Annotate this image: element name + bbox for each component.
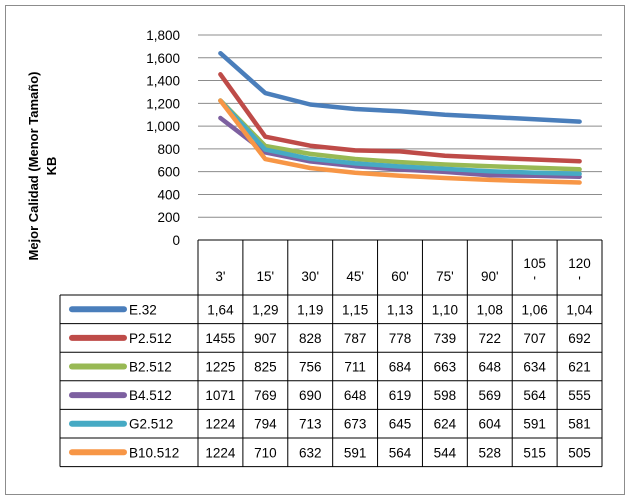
line-chart-with-data-table: 0 200 400 600 800 1,000 1,200 1,400 1,600 1,800 Me…	[26, 28, 603, 468]
table-cell-B4.512-6: 569	[479, 388, 502, 403]
table-cell-P2.512-3: 787	[344, 331, 367, 346]
y-tick-label-7: 1,400	[146, 74, 180, 89]
table-cell-B2.512-6: 648	[479, 360, 502, 375]
x-tick-label-4: 60'	[391, 269, 409, 284]
table-cell-G2.512-4: 645	[389, 417, 412, 432]
y-tick-label-3: 600	[157, 165, 180, 180]
table-cell-E.32-1: 1,29	[252, 302, 278, 317]
table-cell-P2.512-8: 692	[568, 331, 591, 346]
legend-label-B10.512: B10.512	[129, 445, 179, 460]
table-cell-E.32-7: 1,06	[522, 302, 548, 317]
table-cell-B4.512-7: 564	[523, 388, 546, 403]
legend-label-B4.512: B4.512	[129, 388, 172, 403]
table-cell-G2.512-5: 624	[434, 417, 457, 432]
y-tick-label-6: 1,200	[146, 96, 180, 111]
legend-label-E.32: E.32	[129, 302, 157, 317]
table-cell-B2.512-1: 825	[254, 360, 277, 375]
table-cell-B4.512-4: 619	[389, 388, 412, 403]
table-cell-B4.512-1: 769	[254, 388, 277, 403]
table-cell-B2.512-5: 663	[434, 360, 457, 375]
y-tick-label-2: 400	[157, 187, 180, 202]
table-cell-E.32-0: 1,64	[207, 302, 234, 317]
y-tick-label-4: 800	[157, 142, 180, 157]
y-axis-label-line-1: KB	[44, 157, 59, 176]
table-cell-B4.512-3: 648	[344, 388, 367, 403]
table-cell-B2.512-7: 634	[523, 360, 546, 375]
table-cell-B10.512-6: 528	[479, 445, 502, 460]
legend-label-B2.512: B2.512	[129, 360, 172, 375]
table-cell-P2.512-1: 907	[254, 331, 277, 346]
x-tick-label-2: 30'	[301, 269, 319, 284]
x-tick-label-8-a: 120	[568, 256, 591, 271]
y-tick-label-5: 1,000	[146, 119, 180, 134]
series-line-E.32	[218, 50, 582, 124]
series-line-P2.512	[218, 72, 582, 164]
table-cell-B10.512-4: 564	[389, 445, 412, 460]
legend-label-P2.512: P2.512	[129, 331, 172, 346]
x-tick-label-0: 3'	[215, 269, 225, 284]
table-cell-G2.512-6: 604	[479, 417, 502, 432]
table-cell-P2.512-7: 707	[523, 331, 546, 346]
table-cell-E.32-4: 1,13	[387, 302, 413, 317]
table-cell-B4.512-8: 555	[568, 388, 591, 403]
table-cell-B2.512-2: 756	[299, 360, 322, 375]
table-cell-E.32-2: 1,19	[297, 302, 323, 317]
table-cell-E.32-6: 1,08	[477, 302, 503, 317]
table-cell-B4.512-5: 598	[434, 388, 457, 403]
y-axis-label-line-0: Mejor Calidad (Menor Tamaño)	[26, 72, 41, 261]
table-cell-E.32-8: 1,04	[566, 302, 593, 317]
table-cell-B10.512-1: 710	[254, 445, 277, 460]
table-cell-G2.512-1: 794	[254, 417, 277, 432]
table-cell-G2.512-8: 581	[568, 417, 591, 432]
table-cell-P2.512-5: 739	[434, 331, 457, 346]
y-tick-label-8: 1,600	[146, 51, 180, 66]
series-line-B10.512	[218, 98, 582, 185]
table-cell-P2.512-4: 778	[389, 331, 412, 346]
series-line-B4.512	[218, 115, 582, 180]
series-line-G2.512	[218, 98, 582, 177]
table-cell-B2.512-8: 621	[568, 360, 591, 375]
table-cell-P2.512-2: 828	[299, 331, 322, 346]
legend-label-G2.512: G2.512	[129, 417, 173, 432]
table-cell-G2.512-0: 1224	[205, 417, 236, 432]
table-cell-B10.512-2: 632	[299, 445, 322, 460]
table-cell-B10.512-3: 591	[344, 445, 367, 460]
table-cell-G2.512-3: 673	[344, 417, 367, 432]
table-cell-B2.512-0: 1225	[205, 360, 235, 375]
table-cell-B2.512-4: 684	[389, 360, 412, 375]
table-cell-B4.512-2: 690	[299, 388, 322, 403]
table-cell-B10.512-0: 1224	[205, 445, 236, 460]
y-axis-label: Mejor Calidad (Menor Tamaño) KB	[26, 72, 59, 261]
x-tick-label-3: 45'	[346, 269, 364, 284]
table-cell-B10.512-8: 505	[568, 445, 591, 460]
table-cell-P2.512-6: 722	[479, 331, 502, 346]
y-tick-label-0: 0	[172, 233, 180, 248]
x-tick-label-7-b: '	[533, 274, 536, 289]
table-cell-B4.512-0: 1071	[205, 388, 235, 403]
y-tick-label-1: 200	[157, 210, 180, 225]
table-cell-G2.512-7: 591	[523, 417, 546, 432]
series-line-B2.512	[218, 98, 582, 172]
table-cell-G2.512-2: 713	[299, 417, 322, 432]
chart-frame: 0 200 400 600 800 1,000 1,200 1,400 1,600 1,800 Me…	[5, 5, 625, 495]
y-tick-label-9: 1,800	[146, 28, 180, 43]
x-tick-label-5: 75'	[436, 269, 454, 284]
table-cell-P2.512-0: 1455	[205, 331, 235, 346]
table-cell-B10.512-5: 544	[434, 445, 457, 460]
x-tick-label-1: 15'	[257, 269, 275, 284]
x-tick-label-7-a: 105	[523, 256, 546, 271]
table-cell-B2.512-3: 711	[344, 360, 366, 375]
table-cell-E.32-5: 1,10	[432, 302, 458, 317]
x-tick-label-8-b: '	[578, 274, 581, 289]
x-tick-label-6: 90'	[481, 269, 499, 284]
table-cell-B10.512-7: 515	[523, 445, 546, 460]
table-cell-E.32-3: 1,15	[342, 302, 368, 317]
